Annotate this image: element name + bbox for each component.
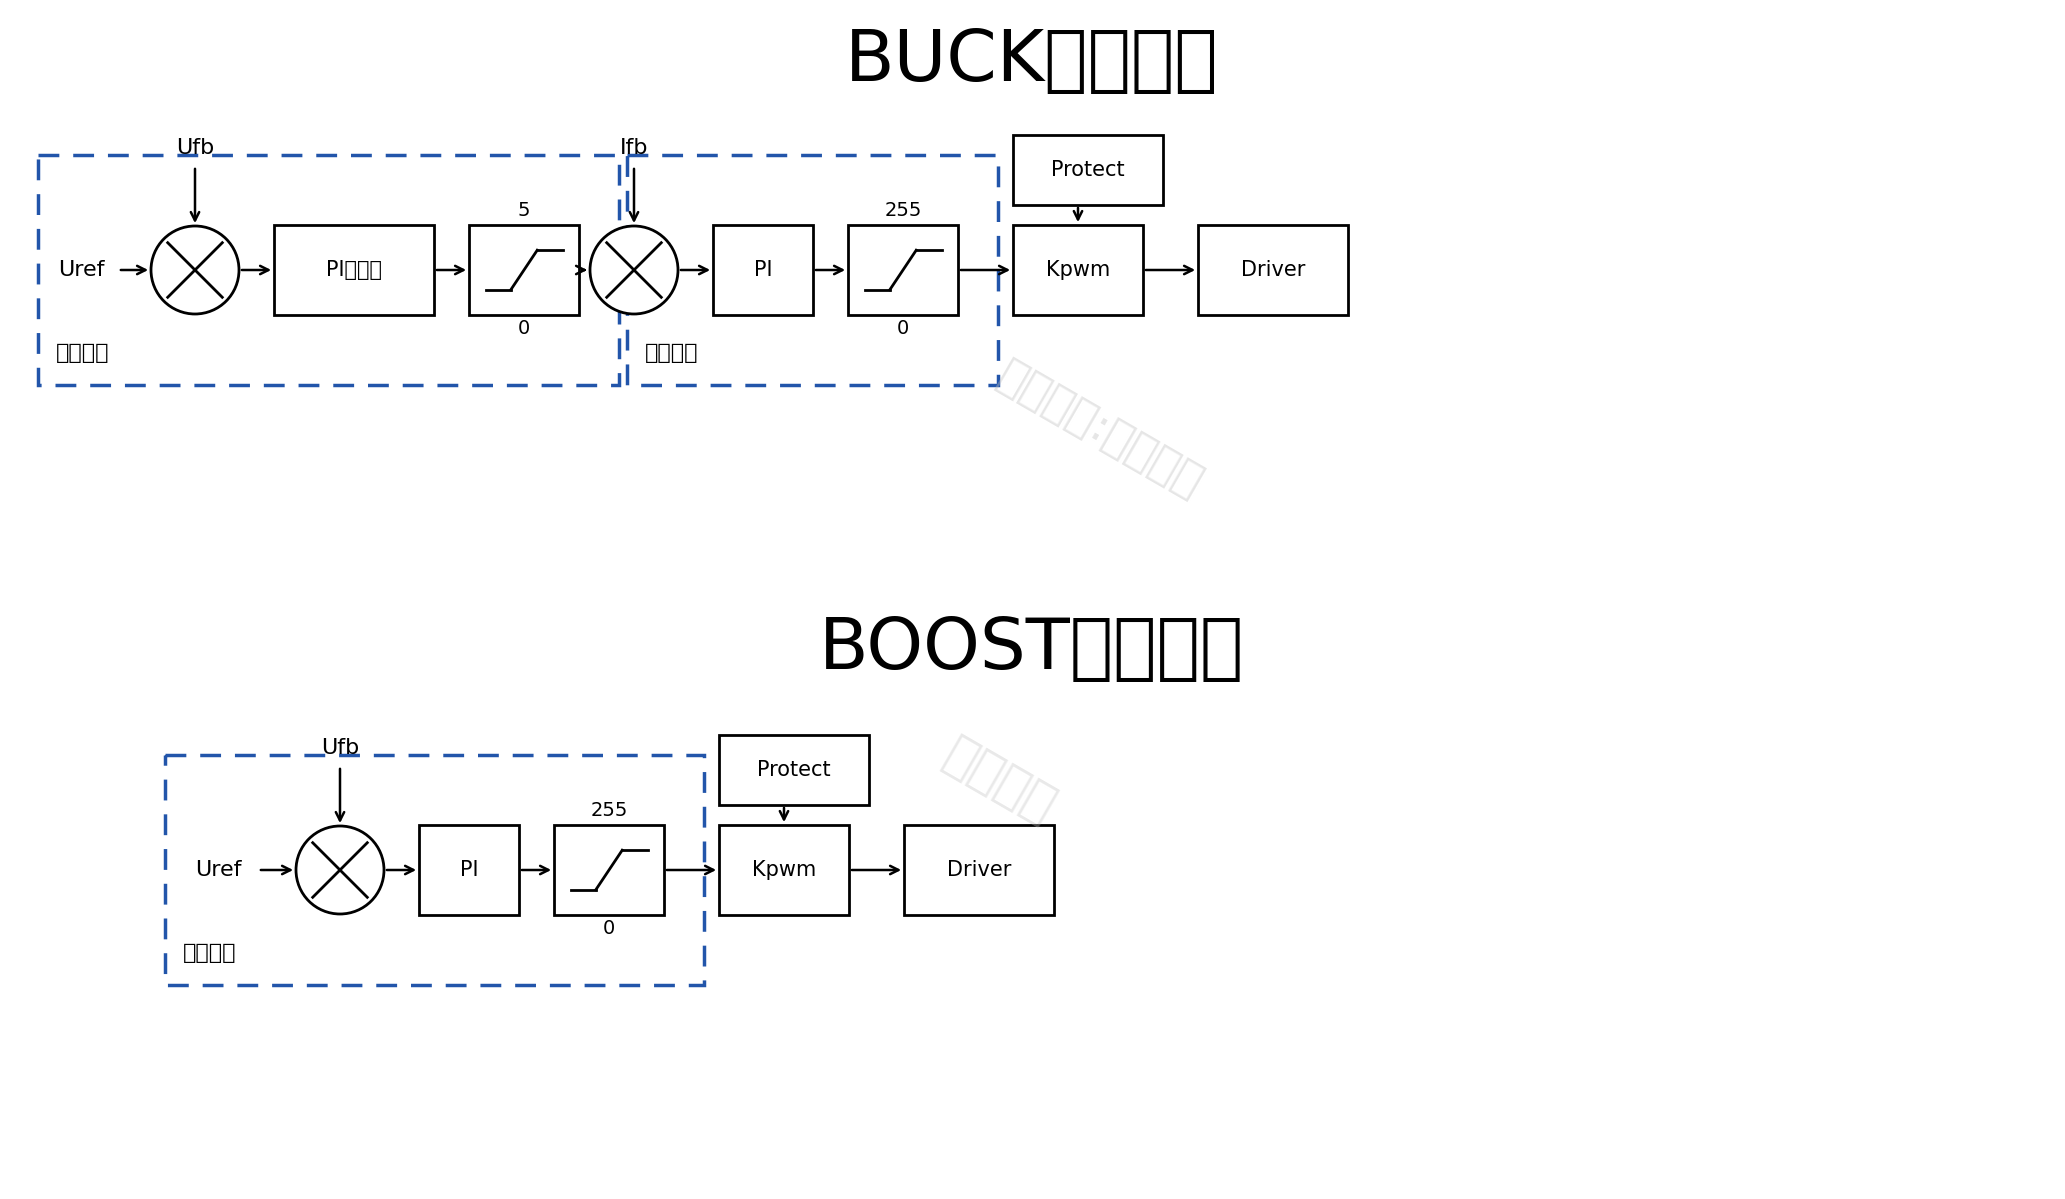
Text: Ufb: Ufb — [320, 739, 359, 758]
Bar — [1014, 225, 1144, 315]
Bar — [628, 155, 997, 385]
Text: BUCK控制框图: BUCK控制框图 — [845, 28, 1218, 96]
Text: 5: 5 — [518, 201, 531, 221]
Text: 0: 0 — [603, 920, 615, 939]
Circle shape — [151, 225, 240, 314]
Circle shape — [295, 826, 384, 914]
Text: BOOST控制框图: BOOST控制框图 — [820, 615, 1245, 685]
Text: 单电压环: 单电压环 — [184, 942, 237, 963]
Text: Kpwm: Kpwm — [1045, 260, 1111, 281]
Text: Driver: Driver — [1241, 260, 1305, 281]
Bar — [849, 225, 958, 315]
Bar — [1014, 135, 1163, 205]
Text: PI: PI — [460, 860, 479, 880]
Text: PI控制器: PI控制器 — [326, 260, 382, 281]
Text: Driver: Driver — [948, 860, 1012, 880]
Text: 0: 0 — [896, 319, 909, 338]
Text: 0: 0 — [518, 319, 531, 338]
Text: Protect: Protect — [1051, 159, 1125, 180]
Circle shape — [591, 225, 677, 314]
Bar — [275, 225, 434, 315]
Text: Uref: Uref — [194, 860, 242, 880]
Bar — [469, 225, 578, 315]
Bar — [165, 755, 704, 986]
Bar — [904, 825, 1053, 915]
Text: 盛伟电子: 盛伟电子 — [935, 729, 1063, 831]
Bar — [419, 825, 518, 915]
Text: Ufb: Ufb — [176, 138, 215, 158]
Bar — [1198, 225, 1348, 315]
Bar — [37, 155, 619, 385]
Text: 255: 255 — [591, 801, 628, 820]
Bar — [719, 825, 849, 915]
Text: 电流内环: 电流内环 — [644, 343, 698, 363]
Text: Protect: Protect — [758, 760, 830, 781]
Text: Uref: Uref — [58, 260, 105, 281]
Bar — [553, 825, 665, 915]
Text: 255: 255 — [884, 201, 921, 221]
Bar — [719, 735, 869, 805]
Bar — [712, 225, 814, 315]
Text: PI: PI — [754, 260, 772, 281]
Text: Ifb: Ifb — [620, 138, 648, 158]
Text: 电压外环: 电压外环 — [56, 343, 109, 363]
Text: Kpwm: Kpwm — [752, 860, 816, 880]
Text: 淘宝店铺:盛伟电子: 淘宝店铺:盛伟电子 — [989, 354, 1210, 506]
